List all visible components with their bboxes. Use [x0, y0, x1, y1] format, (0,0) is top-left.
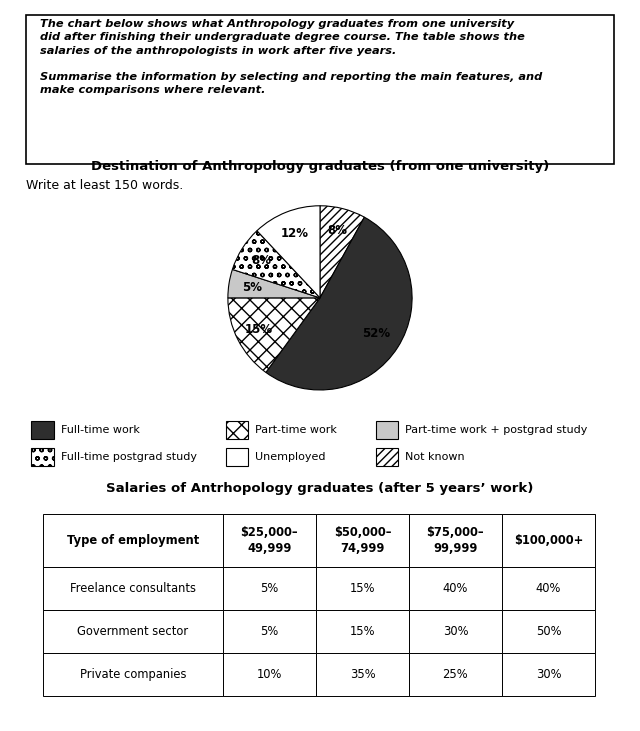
Text: 8%: 8%: [252, 254, 271, 268]
FancyBboxPatch shape: [26, 15, 614, 164]
Text: Full-time postgrad study: Full-time postgrad study: [61, 452, 197, 462]
Text: 10%: 10%: [257, 667, 282, 681]
Text: Private companies: Private companies: [80, 667, 186, 681]
FancyBboxPatch shape: [502, 567, 595, 610]
FancyBboxPatch shape: [44, 610, 223, 653]
Text: 15%: 15%: [349, 582, 375, 595]
Text: 5%: 5%: [242, 281, 262, 294]
FancyBboxPatch shape: [316, 653, 409, 695]
Text: $100,000+: $100,000+: [514, 534, 583, 547]
FancyBboxPatch shape: [44, 567, 223, 610]
Text: 15%: 15%: [349, 625, 375, 637]
FancyBboxPatch shape: [31, 448, 54, 466]
Text: 15%: 15%: [244, 323, 273, 336]
FancyBboxPatch shape: [223, 610, 316, 653]
FancyBboxPatch shape: [376, 448, 398, 466]
Text: Part-time work: Part-time work: [255, 425, 337, 435]
Text: 30%: 30%: [536, 667, 561, 681]
Text: 5%: 5%: [260, 625, 278, 637]
FancyBboxPatch shape: [409, 567, 502, 610]
Text: $75,000–
99,999: $75,000– 99,999: [427, 526, 484, 555]
Text: 52%: 52%: [362, 327, 390, 340]
Text: The chart below shows what Anthropology graduates from one university
did after : The chart below shows what Anthropology …: [40, 19, 543, 95]
Text: Salaries of Antrhopology graduates (after 5 years’ work): Salaries of Antrhopology graduates (afte…: [106, 482, 534, 496]
FancyBboxPatch shape: [409, 610, 502, 653]
Text: $25,000–
49,999: $25,000– 49,999: [241, 526, 298, 555]
FancyBboxPatch shape: [226, 448, 248, 466]
FancyBboxPatch shape: [502, 515, 595, 567]
Text: $50,000–
74,999: $50,000– 74,999: [333, 526, 391, 555]
FancyBboxPatch shape: [44, 515, 223, 567]
Text: 40%: 40%: [536, 582, 561, 595]
Text: Unemployed: Unemployed: [255, 452, 326, 462]
FancyBboxPatch shape: [44, 653, 223, 695]
FancyBboxPatch shape: [502, 653, 595, 695]
Text: 12%: 12%: [280, 227, 308, 240]
Text: Type of employment: Type of employment: [67, 534, 199, 547]
Text: 25%: 25%: [443, 667, 468, 681]
FancyBboxPatch shape: [223, 653, 316, 695]
FancyBboxPatch shape: [376, 421, 398, 439]
FancyBboxPatch shape: [502, 610, 595, 653]
Text: Part-time work + postgrad study: Part-time work + postgrad study: [405, 425, 588, 435]
Text: Freelance consultants: Freelance consultants: [70, 582, 196, 595]
Wedge shape: [266, 217, 412, 390]
Text: 30%: 30%: [443, 625, 468, 637]
Wedge shape: [232, 231, 320, 298]
Wedge shape: [228, 298, 320, 372]
Text: Write at least 150 words.: Write at least 150 words.: [26, 179, 183, 192]
Text: 8%: 8%: [327, 224, 347, 238]
FancyBboxPatch shape: [223, 515, 316, 567]
FancyBboxPatch shape: [316, 515, 409, 567]
Text: 40%: 40%: [443, 582, 468, 595]
FancyBboxPatch shape: [409, 653, 502, 695]
FancyBboxPatch shape: [409, 515, 502, 567]
FancyBboxPatch shape: [226, 421, 248, 439]
FancyBboxPatch shape: [223, 567, 316, 610]
Text: 50%: 50%: [536, 625, 561, 637]
Title: Destination of Anthropology graduates (from one university): Destination of Anthropology graduates (f…: [91, 160, 549, 173]
Wedge shape: [257, 206, 320, 298]
Wedge shape: [320, 206, 364, 298]
Text: 5%: 5%: [260, 582, 278, 595]
FancyBboxPatch shape: [316, 610, 409, 653]
Text: Not known: Not known: [405, 452, 465, 462]
Wedge shape: [228, 270, 320, 298]
Text: Full-time work: Full-time work: [61, 425, 140, 435]
FancyBboxPatch shape: [316, 567, 409, 610]
Text: Government sector: Government sector: [77, 625, 189, 637]
Text: 35%: 35%: [349, 667, 375, 681]
FancyBboxPatch shape: [31, 421, 54, 439]
